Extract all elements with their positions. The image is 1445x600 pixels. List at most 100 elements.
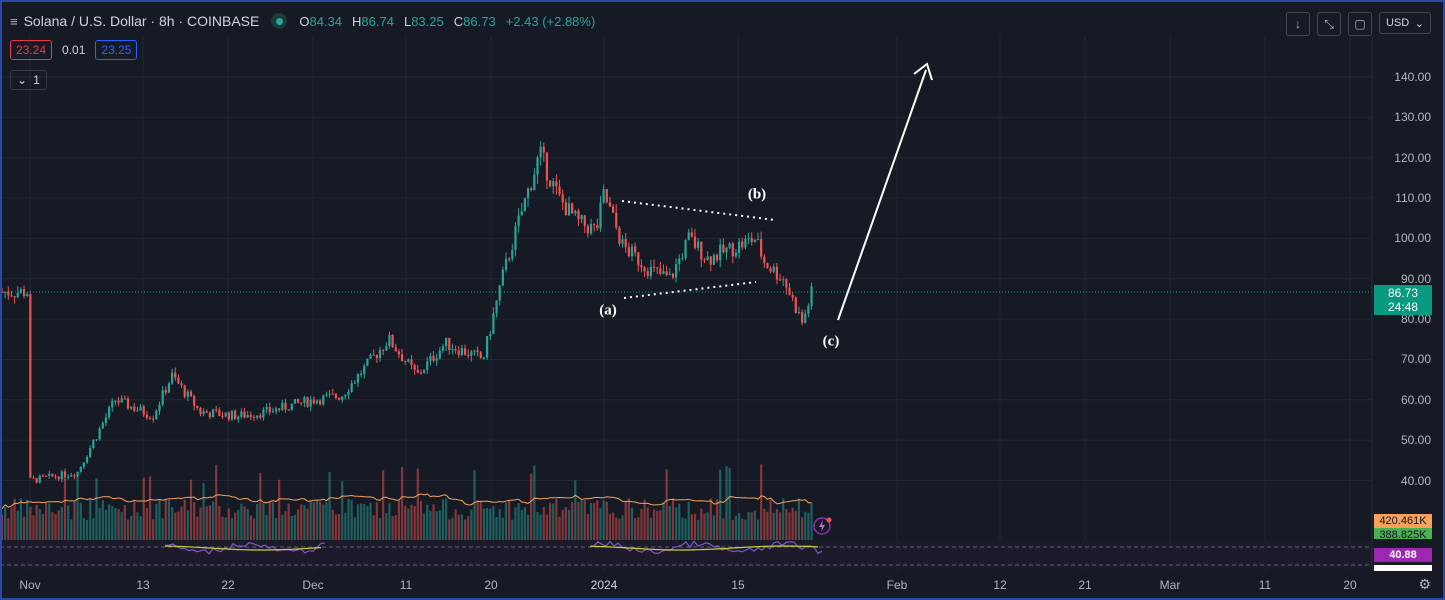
price-tick-label: 120.00 — [1394, 150, 1431, 165]
candle-body — [457, 350, 460, 356]
candle-body — [26, 294, 29, 297]
volume-bar — [526, 514, 530, 540]
price-tick-label: 140.00 — [1394, 70, 1431, 84]
volume-bar — [133, 500, 136, 540]
volume-bar — [700, 508, 703, 540]
volume-bar — [785, 509, 788, 540]
volume-bar — [766, 511, 769, 540]
volume-bar — [451, 517, 454, 540]
candle-body — [306, 397, 309, 407]
volume-bar — [104, 509, 108, 540]
volume-bar — [19, 498, 22, 540]
candle-body — [183, 385, 186, 397]
price-tick-label: 130.00 — [1394, 110, 1431, 125]
candle-body — [322, 395, 325, 405]
settings-gear-icon[interactable]: ⚙ — [1418, 576, 1431, 592]
volume-bar — [612, 512, 615, 540]
candle-body — [608, 202, 612, 207]
volume-bar — [344, 512, 347, 540]
volume-bar — [237, 509, 240, 540]
volume-bar — [448, 519, 451, 540]
volume-bar — [331, 509, 334, 540]
candle-body — [278, 408, 281, 410]
volume-bar — [375, 502, 378, 540]
candle-body — [756, 239, 760, 241]
sell-button[interactable]: 23.24 — [10, 40, 53, 60]
alert-icon — [813, 517, 832, 535]
volume-bar — [211, 501, 215, 540]
candle-body — [580, 215, 583, 220]
volume-bar — [760, 464, 763, 540]
candle-body — [703, 259, 706, 261]
download-icon[interactable]: ↓ — [1286, 12, 1310, 36]
candle-body — [549, 180, 552, 187]
volume-bar — [315, 499, 319, 540]
candle-body — [114, 400, 117, 402]
indicators-toggle-button[interactable]: ⌄ 1 — [10, 70, 47, 90]
volume-bar — [356, 504, 360, 540]
candle-body — [202, 411, 205, 414]
volume-bar — [753, 510, 756, 540]
volume-bar — [249, 515, 252, 540]
candle-body — [517, 215, 520, 227]
price-tick-label: 60.00 — [1400, 392, 1431, 407]
candle-body — [394, 347, 397, 352]
candle-body — [476, 350, 479, 353]
candle-body — [662, 271, 665, 274]
volume-bar — [369, 502, 372, 540]
candle-body — [38, 475, 41, 483]
time-tick-label: 20 — [484, 578, 498, 592]
candle-body — [76, 471, 79, 477]
volume-bar — [782, 498, 785, 540]
volume-bars — [0, 464, 813, 540]
candle-body — [593, 224, 596, 226]
symbol-title[interactable]: Solana / U.S. Dollar · 8h · COINBASE — [23, 13, 260, 29]
candle-body — [70, 475, 73, 477]
candle-body — [577, 210, 580, 220]
candle-body — [482, 357, 486, 359]
currency-select[interactable]: USD ⌄ — [1379, 12, 1431, 34]
volume-bar — [268, 500, 271, 540]
candle-body — [501, 269, 504, 286]
candle-body — [467, 354, 470, 357]
volume-bar — [419, 501, 423, 540]
volume-bar — [363, 504, 366, 540]
candle-body — [205, 411, 208, 413]
volume-bar — [234, 512, 237, 540]
volume-bar — [293, 515, 297, 540]
volume-bar — [501, 517, 504, 540]
volume-bar — [589, 502, 593, 540]
volume-bar — [549, 503, 552, 540]
volume-bar — [164, 498, 167, 540]
volume-bar — [659, 509, 662, 540]
projection-arrow-line — [837, 69, 927, 321]
volume-bar — [725, 466, 728, 540]
volume-bar — [92, 518, 95, 540]
candle-body — [561, 194, 564, 203]
volume-bar — [656, 510, 659, 540]
collapse-icon[interactable]: ⤡ — [1317, 12, 1341, 36]
buy-button[interactable]: 23.25 — [95, 40, 138, 60]
volume-bar — [350, 499, 353, 540]
time-tick-label: Feb — [886, 578, 908, 592]
volume-bar — [671, 498, 675, 540]
candle-body — [630, 246, 634, 256]
volume-bar — [193, 502, 196, 540]
menu-icon[interactable]: ≡ — [10, 13, 18, 29]
candle-body — [788, 287, 791, 295]
candle-body — [586, 226, 589, 234]
candle-body — [552, 181, 555, 187]
candle-body — [19, 289, 22, 293]
candle-body — [375, 354, 378, 359]
volume-bar — [306, 508, 309, 540]
candle-body — [760, 239, 763, 257]
candle-body — [621, 239, 624, 244]
time-tick-label: Nov — [19, 578, 41, 592]
volume-bar — [312, 502, 315, 540]
fullscreen-icon[interactable]: ▢ — [1348, 12, 1372, 36]
volume-bar — [690, 514, 693, 540]
candle-body — [372, 354, 375, 356]
candle-body — [171, 372, 174, 384]
volume-bar — [145, 507, 148, 540]
